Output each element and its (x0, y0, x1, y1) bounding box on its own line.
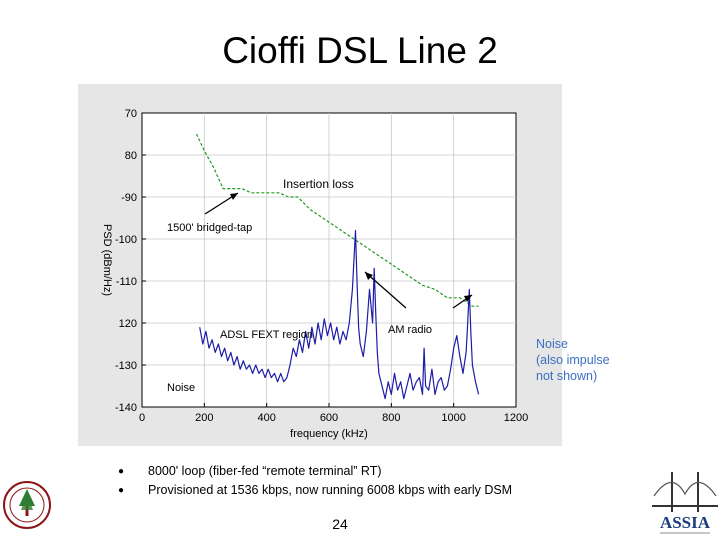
x-tick-label: 1200 (504, 412, 528, 424)
x-tick-label: 400 (257, 412, 275, 424)
x-tick-label: 200 (195, 412, 213, 424)
bullet-icon: ● (118, 466, 125, 477)
y-axis-label: PSD (dBm/Hz) (101, 224, 113, 296)
list-item: ● 8000' loop (fiber-fed “remote terminal… (118, 462, 512, 481)
y-tick-label: 120 (119, 318, 137, 330)
y-tick-label: -110 (116, 276, 137, 288)
annotation-arrows (204, 192, 473, 309)
insertion-loss-line (195, 133, 479, 307)
bullet-icon: ● (118, 485, 125, 496)
am-radio-arrow-1 (364, 271, 407, 309)
y-tick-label: -130 (115, 360, 137, 372)
x-axis-label: frequency (kHz) (290, 428, 368, 440)
chart-figure: 0 200 400 600 800 1000 1200 70 80 -90 -100 -110 120 -… (78, 84, 562, 446)
assia-logo-text: ASSIA (660, 513, 711, 532)
tick-layer: 0 200 400 600 800 1000 1200 70 80 -90 -100 -110 120 -… (115, 108, 528, 424)
insertion-loss-label: Insertion loss (283, 177, 354, 191)
x-tick-label: 800 (382, 412, 400, 424)
x-tick-label: 1000 (441, 412, 465, 424)
am-radio-arrowhead-2 (464, 295, 472, 302)
bullet-text: Provisioned at 1536 kbps, now running 60… (148, 483, 513, 497)
noise-note-line: (also impulse (536, 353, 610, 367)
am-radio-arrowhead-1 (365, 272, 373, 280)
university-seal-icon (3, 481, 51, 529)
bullet-list: ● 8000' loop (fiber-fed “remote terminal… (118, 462, 512, 500)
bullet-text: 8000' loop (fiber-fed “remote terminal” … (148, 464, 382, 478)
y-tick-label: -100 (115, 234, 137, 246)
noise-note: Noise (also impulse not shown) (536, 336, 610, 384)
assia-logo: ASSIA (652, 472, 718, 534)
y-tick-label: 80 (125, 150, 137, 162)
x-tick-label: 0 (139, 412, 145, 424)
grid-layer (142, 113, 516, 407)
noise-psd-line (199, 230, 480, 400)
x-tick-label: 600 (320, 412, 338, 424)
y-tick-label: -140 (115, 402, 137, 414)
am-radio-label: AM radio (388, 324, 432, 336)
list-item: ● Provisioned at 1536 kbps, now running … (118, 481, 512, 500)
bridged-tap-arrowhead (230, 193, 238, 200)
noise-note-line: not shown) (536, 369, 598, 383)
bridged-tap-label: 1500' bridged-tap (167, 222, 252, 234)
noise-note-line: Noise (536, 337, 568, 351)
page-number: 24 (332, 516, 348, 532)
chart-svg: 0 200 400 600 800 1000 1200 70 80 -90 -100 -110 120 -… (101, 108, 528, 440)
y-tick-label: -90 (121, 192, 137, 204)
noise-label: Noise (167, 382, 195, 394)
y-tick-label: 70 (125, 108, 137, 120)
slide-title: Cioffi DSL Line 2 (222, 30, 498, 71)
series-layer (195, 133, 480, 400)
fext-region-label: ADSL FEXT region (220, 329, 313, 341)
